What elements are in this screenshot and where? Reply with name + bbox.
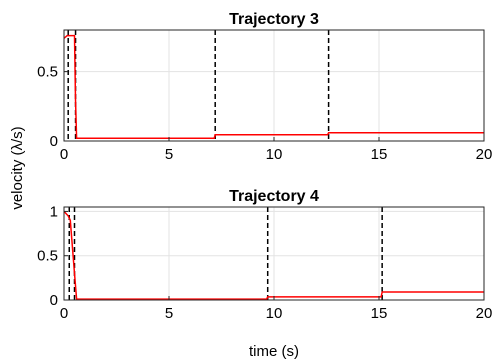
- panel-1-y-tick-label: 0: [50, 133, 58, 150]
- panel-1-x-tick-label: 5: [165, 146, 173, 163]
- panel-2-x-axis-label: time (s): [249, 343, 299, 360]
- panel-1-title: Trajectory 3: [229, 11, 319, 28]
- panel-1-series-line: [63, 34, 484, 139]
- panel-2-x-tick-label: 5: [165, 305, 173, 322]
- panel-1-x-tick-label: 0: [60, 146, 68, 163]
- panel-1-x-tick-label: 20: [476, 146, 493, 163]
- shared-y-axis-label: velocity (λ/s): [9, 126, 26, 209]
- panel-2-y-tick-label: 0.5: [37, 248, 58, 265]
- panel-1-x-tick-label: 15: [371, 146, 388, 163]
- panel-1-x-tick-label: 10: [266, 146, 283, 163]
- panel-2-x-tick-label: 20: [476, 305, 493, 322]
- panel-2-y-tick-label: 0: [50, 292, 58, 309]
- panel-1-y-tick-label: 0.5: [37, 64, 58, 81]
- panel-2-y-tick-label: 1: [50, 203, 58, 220]
- panel-2-x-tick-label: 15: [371, 305, 388, 322]
- panel-2-x-tick-label: 10: [266, 305, 283, 322]
- panel-2-x-tick-label: 0: [60, 305, 68, 322]
- panel-2-title: Trajectory 4: [229, 188, 319, 205]
- panel-2-series-line: [63, 210, 484, 300]
